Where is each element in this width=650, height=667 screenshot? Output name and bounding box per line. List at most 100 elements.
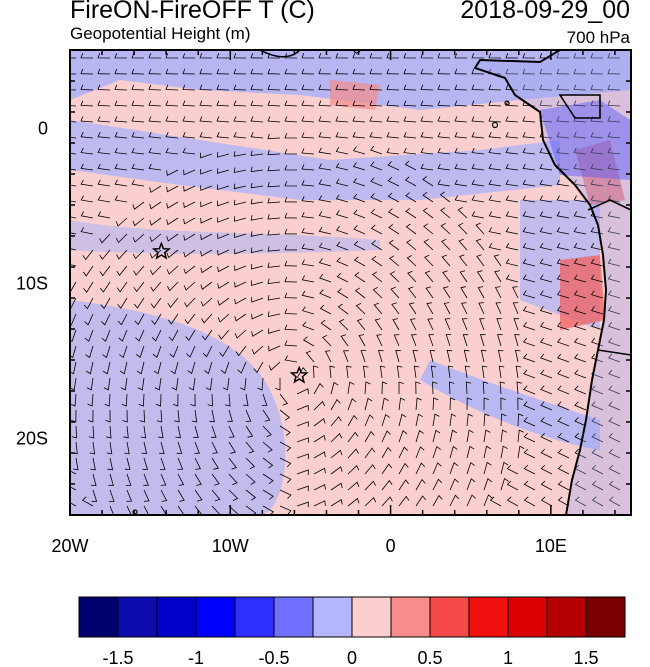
wind-barb — [150, 297, 162, 309]
wind-barb — [245, 409, 252, 422]
wind-barb — [398, 446, 409, 459]
wind-barb — [240, 377, 247, 391]
wind-barb — [211, 473, 220, 486]
wind-barb — [500, 429, 508, 443]
wind-barb — [556, 100, 570, 107]
lon-tick-label: 20W — [51, 536, 88, 556]
wind-barb — [398, 413, 407, 427]
wind-barb — [70, 105, 77, 107]
wind-barb — [139, 409, 146, 423]
wind-barb — [108, 489, 115, 502]
wind-barb — [466, 429, 474, 443]
wind-barb — [376, 334, 383, 347]
wind-barb — [574, 369, 587, 379]
wind-barb — [573, 132, 587, 139]
wind-barb — [354, 287, 366, 299]
wind-barb — [494, 270, 502, 283]
wind-barb — [557, 353, 570, 363]
wind-barb — [556, 68, 570, 75]
wind-barb — [313, 400, 326, 411]
wind-barb — [403, 100, 417, 107]
wind-barb — [250, 100, 264, 107]
wind-barb — [500, 461, 509, 475]
wind-barb — [218, 329, 230, 340]
wind-barb — [201, 329, 213, 341]
wind-barb — [100, 313, 111, 326]
wind-barb — [591, 433, 604, 443]
wind-barb — [275, 378, 281, 391]
wind-barb — [557, 496, 570, 507]
wind-barb — [184, 297, 196, 308]
wind-barb — [590, 53, 604, 59]
wind-barb — [228, 425, 235, 438]
wind-barb — [517, 397, 523, 411]
wind-barb — [370, 161, 383, 171]
wind-barb — [70, 232, 77, 235]
wind-barb — [573, 258, 587, 267]
wind-barb — [233, 68, 247, 75]
wind-barb — [284, 53, 298, 59]
wind-barb — [106, 425, 112, 439]
wind-barb — [296, 367, 307, 379]
wind-barb — [539, 100, 553, 107]
wind-barb — [131, 163, 145, 171]
wind-barb — [607, 116, 621, 123]
wind-barb — [466, 413, 473, 427]
wind-barb — [268, 328, 281, 334]
wind-barb — [151, 329, 162, 342]
wind-barb — [170, 361, 179, 375]
wind-barb — [108, 473, 114, 486]
colorbar-label: 0 — [347, 648, 357, 667]
wind-barb — [556, 116, 570, 123]
wind-barb — [305, 350, 315, 363]
wind-barb — [250, 132, 264, 139]
wind-barb — [573, 195, 587, 203]
colorbar-swatch — [429, 596, 470, 638]
wind-barb — [183, 265, 196, 275]
wind-barb — [432, 413, 440, 427]
wind-barb — [318, 211, 332, 219]
wind-barb — [70, 345, 77, 359]
wind-barb — [607, 227, 621, 235]
wind-barb — [590, 290, 604, 299]
wind-barb — [200, 281, 213, 290]
wind-barb — [183, 201, 196, 209]
wind-barb — [318, 179, 332, 187]
wind-barb — [166, 169, 179, 177]
wind-barb — [556, 242, 570, 251]
wind-barb — [318, 68, 332, 75]
wind-barb — [284, 340, 298, 347]
wind-barb — [91, 489, 98, 502]
wind-barb — [354, 271, 366, 283]
wind-barb — [330, 482, 343, 491]
wind-barb — [335, 68, 349, 75]
wind-barb — [460, 286, 468, 299]
wind-barb — [199, 132, 213, 139]
wind-barb — [407, 270, 417, 283]
wind-barb — [608, 496, 621, 507]
wind-barb — [80, 100, 94, 107]
wind-barb — [514, 334, 520, 347]
wind-barb — [437, 147, 451, 155]
wind-barb — [607, 53, 621, 59]
wind-barb — [441, 254, 451, 267]
wind-barb — [437, 179, 451, 187]
colorbar-labels: -1.5 -1 -0.5 0 0.5 1 1.5 — [102, 648, 598, 667]
wind-barb — [151, 313, 162, 325]
wind-barb — [556, 147, 570, 155]
wind-barb — [505, 84, 519, 91]
wind-barb — [381, 381, 388, 395]
wind-barb — [488, 211, 502, 219]
wind-barb — [296, 437, 309, 443]
wind-barb — [193, 425, 199, 439]
wind-barb — [245, 489, 257, 501]
wind-barb — [70, 136, 77, 139]
wind-barb — [267, 311, 281, 318]
wind-barb — [425, 286, 434, 299]
axis-labels: 20W 10W 0 10E 0 10S 20S — [16, 119, 567, 557]
wind-barb — [448, 381, 455, 395]
wind-barb — [301, 275, 315, 283]
wind-barb — [556, 322, 570, 331]
wind-barb — [90, 457, 96, 471]
wind-barb — [364, 430, 375, 443]
